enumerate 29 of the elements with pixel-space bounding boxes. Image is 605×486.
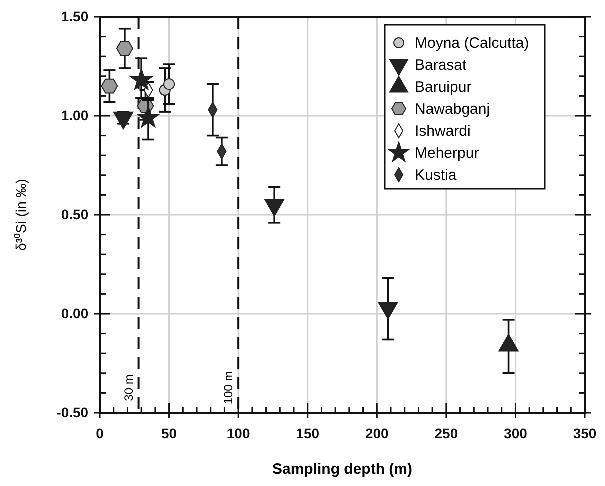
legend-label: Meherpur (415, 145, 480, 162)
point (163, 78, 176, 90)
y-tick-label: 1.50 (61, 8, 89, 24)
y-axis-title: δ³⁰Si (in ‰) (13, 179, 29, 251)
x-tick-label: 350 (573, 425, 597, 442)
legend-label: Ishwardi (415, 123, 471, 140)
point (130, 68, 153, 90)
y-tick-label: -0.50 (56, 404, 89, 420)
ref-line-label: 30 m (122, 374, 136, 402)
x-axis-title: Sampling depth (m) (272, 461, 412, 478)
y-tick-label: 0.00 (61, 305, 89, 322)
x-tick-label: 250 (434, 425, 458, 442)
x-tick-label: 300 (504, 425, 528, 442)
legend-label: Baruipur (415, 79, 472, 96)
x-tick-label: 0 (96, 425, 104, 442)
point (137, 106, 160, 128)
x-tick-label: 150 (296, 425, 320, 442)
point (116, 41, 134, 56)
point (101, 78, 118, 94)
legend-label: Moyna (Calcutta) (415, 35, 530, 52)
legend-label: Nawabganj (415, 101, 490, 118)
x-tick-label: 50 (161, 425, 178, 442)
y-tick-label: 1.00 (61, 107, 89, 124)
y-tick-label: 0.50 (61, 206, 89, 222)
x-tick-label: 200 (365, 425, 390, 442)
x-tick-label: 100 (226, 425, 250, 442)
ref-line-label: 100 m (222, 371, 236, 405)
legend-label: Barasat (415, 57, 468, 74)
legend-label: Kustia (415, 167, 458, 184)
